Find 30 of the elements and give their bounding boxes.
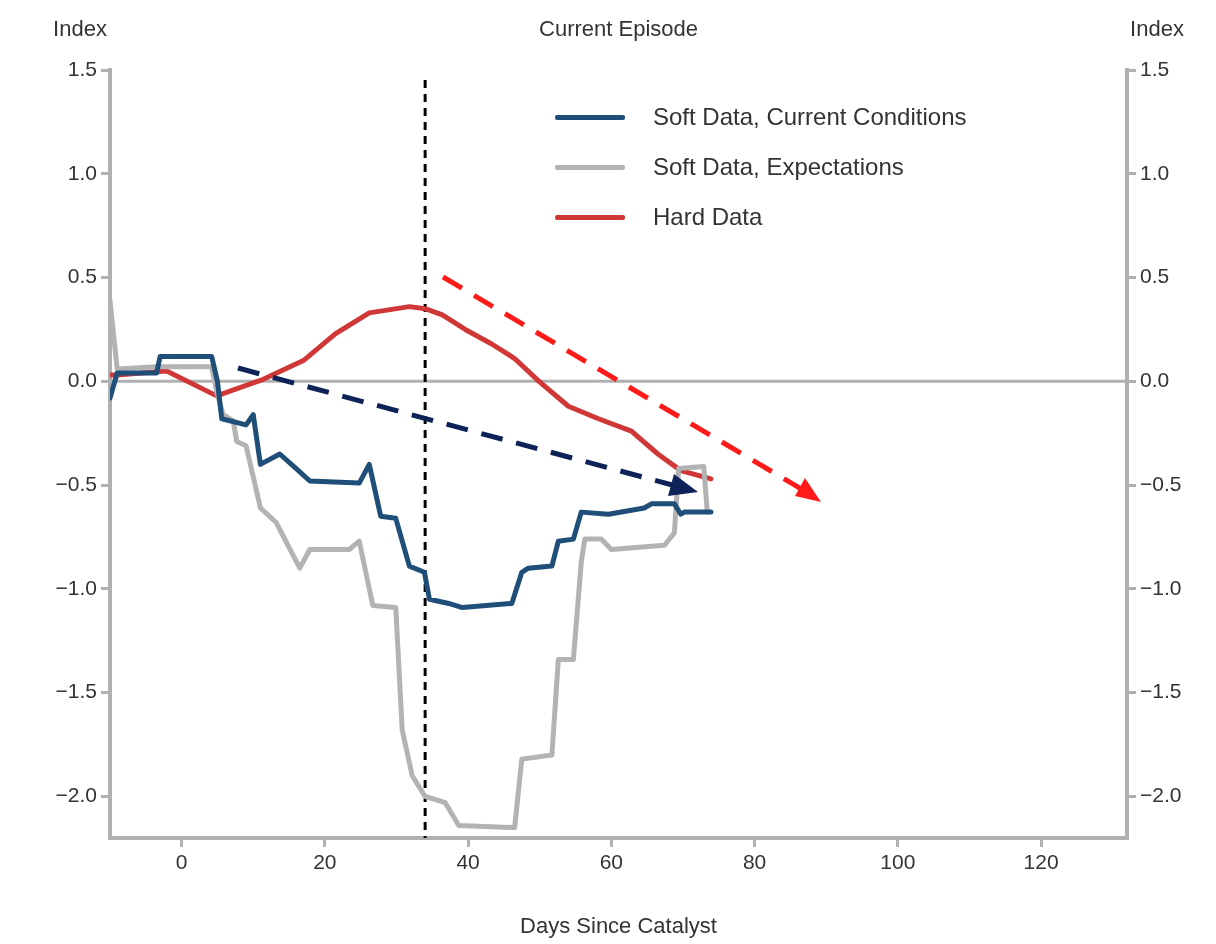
y2-tick-label: 1.5 — [1140, 56, 1170, 80]
y-tick-label: 0.5 — [67, 264, 97, 288]
y2-tick-label: 1.0 — [1140, 160, 1170, 184]
y-tick-label: −2.0 — [55, 783, 97, 807]
y2-tick-label: 0.0 — [1140, 368, 1170, 392]
y-tick-label: −1.5 — [55, 679, 97, 703]
legend-label: Soft Data, Current Conditions — [653, 103, 967, 131]
legend-label: Hard Data — [653, 203, 763, 231]
y2-tick-label: −0.5 — [1140, 471, 1182, 495]
y-tick-label: 0.0 — [67, 368, 97, 392]
y2-axis-title: Index — [1130, 16, 1184, 41]
x-tick-label: 120 — [1023, 850, 1059, 874]
y2-tick-label: −1.5 — [1140, 679, 1182, 703]
x-tick-label: 20 — [313, 850, 337, 874]
y2-tick-label: 0.5 — [1140, 264, 1170, 288]
y-tick-label: −1.0 — [55, 575, 97, 599]
x-tick-label: 100 — [880, 850, 916, 874]
x-tick-label: 0 — [175, 850, 188, 874]
y2-tick-label: −1.0 — [1140, 575, 1182, 599]
x-tick-label: 80 — [742, 850, 767, 874]
y-axis-title: Index — [53, 16, 107, 41]
y2-tick-label: −2.0 — [1140, 783, 1182, 807]
legend-label: Soft Data, Expectations — [653, 153, 904, 181]
x-axis-title: Days Since Catalyst — [520, 912, 717, 938]
chart-title: Current Episode — [539, 16, 698, 41]
y-tick-label: 1.0 — [67, 160, 97, 184]
x-tick-label: 60 — [599, 850, 624, 874]
y-tick-label: −0.5 — [55, 471, 97, 495]
x-tick-label: 40 — [456, 850, 480, 874]
y-tick-label: 1.5 — [67, 56, 97, 80]
